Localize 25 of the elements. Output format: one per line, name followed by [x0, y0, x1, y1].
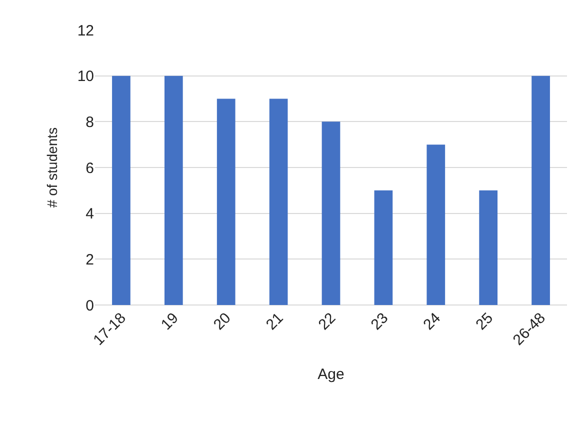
y-tick-label: 4 [86, 206, 94, 223]
bar [164, 76, 183, 305]
bar [112, 76, 130, 305]
bar [322, 122, 340, 305]
bar [479, 190, 498, 305]
x-tick-label: 23 [368, 310, 392, 334]
y-tick-label: 6 [86, 160, 94, 177]
bar [426, 144, 446, 305]
bar [374, 190, 393, 305]
x-tick-label: 24 [420, 310, 444, 334]
x-tick-label: 20 [210, 310, 234, 334]
x-axis-title: Age [318, 366, 344, 383]
bar [532, 76, 550, 305]
x-tick-label: 22 [315, 310, 340, 334]
y-tick-label: 2 [86, 251, 94, 268]
x-tick-label: 19 [158, 310, 182, 334]
y-tick-label: 0 [86, 297, 94, 314]
x-tick-label: 21 [262, 310, 287, 334]
y-axis-title: # of students [44, 127, 60, 208]
y-tick-label: 10 [77, 68, 94, 86]
y-tick-label: 12 [77, 22, 94, 40]
y-tick-label: 8 [86, 114, 94, 131]
bar [269, 98, 288, 305]
bar [216, 98, 236, 305]
x-tick-label: 25 [472, 310, 496, 334]
